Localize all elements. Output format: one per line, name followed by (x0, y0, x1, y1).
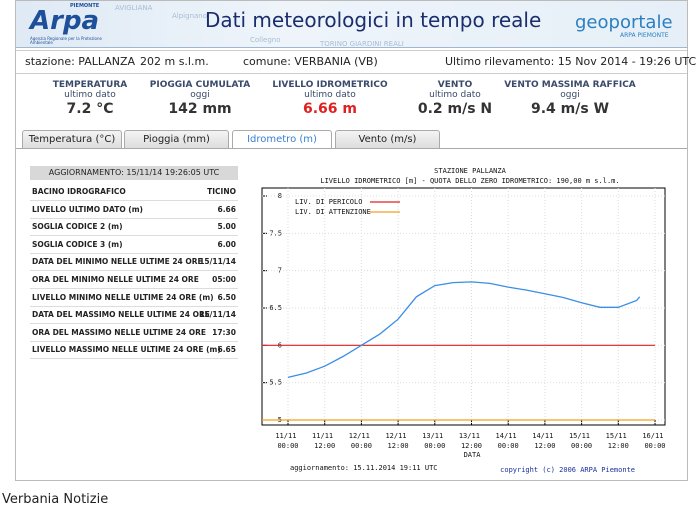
table-label: DATA DEL MINIMO NELLE ULTIME 24 ORE (32, 257, 203, 267)
reading-value: 7.2 °C (66, 101, 114, 117)
table-value: 17:30 (212, 327, 236, 337)
station-altitude: 202 m s.l.m. (140, 55, 209, 68)
map-label: Alpignano (172, 12, 208, 20)
header-title: Dati meteorologici in tempo reale (205, 8, 542, 32)
x-tick-label: 13/11 12:00 (459, 432, 484, 450)
table-row (30, 306, 238, 325)
reading-period: ultimo dato (304, 90, 356, 100)
table-label: ORA DEL MASSIMO NELLE ULTIME 24 ORE (32, 327, 207, 337)
y-tick-label: 8 (278, 192, 282, 200)
x-tick-label: 15/11 00:00 (569, 432, 594, 450)
chart-subtitle: LIVELLO IDROMETRICO [m] - QUOTA DELLO ZE… (320, 177, 619, 185)
table-label: LIVELLO MASSIMO NELLE ULTIME 24 ORE (m) (32, 345, 221, 355)
table-row (30, 289, 238, 307)
logo: Arpa (30, 6, 100, 36)
table-label: SOGLIA CODICE 3 (m) (32, 239, 123, 249)
table-value: TICINO (207, 187, 236, 196)
y-tick-label: 7 (278, 267, 282, 275)
x-axis-label: DATA (464, 451, 482, 459)
x-tick-label: 16/11 00:00 (642, 432, 667, 450)
annotation: aggiornamento: 15.11.2014 19:11 UTC (290, 464, 438, 472)
reading-value: 9.4 m/s W (530, 101, 610, 117)
logo-subtitle: Agenzia Regionale per la Protezione Ambi… (30, 36, 102, 45)
brand: geoportale (575, 12, 673, 33)
reading-label: TEMPERATURA (52, 80, 128, 90)
table-value: 15/11/14 (199, 310, 236, 320)
reading-label: PIOGGIA CUMULATA (149, 80, 251, 90)
table-row (30, 253, 238, 272)
x-tick-label: 11/11 12:00 (312, 432, 337, 450)
x-tick-label: 12/11 00:00 (349, 432, 374, 450)
table-value: 5.00 (217, 222, 236, 232)
table-label: LIVELLO MINIMO NELLE ULTIME 24 ORE (m) (32, 292, 214, 302)
legend-label: LIV. DI PERICOLO (295, 198, 362, 206)
frame (15, 0, 688, 481)
y-tick-label: 7.5 (269, 229, 282, 237)
tab[interactable]: Vento (m/s) (335, 130, 440, 148)
reading-period: oggi (560, 90, 580, 100)
table-value: 6.65 (217, 345, 236, 355)
y-tick-label: 5.5 (269, 379, 282, 387)
x-tick-label: 14/11 00:00 (496, 432, 521, 450)
x-tick-label: 13/11 00:00 (422, 432, 447, 450)
x-tick-label: 11/11 00:00 (275, 432, 300, 450)
plot-frame (261, 187, 666, 426)
tab[interactable]: Idrometro (m) (232, 130, 332, 148)
station-comune: comune: VERBANIA (VB) (243, 55, 378, 68)
table-value: 6.66 (217, 204, 236, 214)
reading-value: 142 mm (168, 101, 232, 117)
x-tick-label: 15/11 12:00 (606, 432, 631, 450)
table-value: 15/11/14 (199, 257, 236, 267)
x-tick-label: 12/11 12:00 (385, 432, 410, 450)
table-row (30, 271, 238, 289)
station-name: stazione: PALLANZA (25, 55, 136, 68)
last-reading: Ultimo rilevamento: 15 Nov 2014 - 19:26 … (445, 55, 697, 68)
table-label: SOGLIA CODICE 2 (m) (32, 222, 123, 232)
x-tick-label: 14/11 12:00 (532, 432, 557, 450)
header (16, 1, 687, 48)
table-row (30, 201, 238, 219)
annotation: copyright (c) 2006 ARPA Piemonte (500, 466, 635, 474)
y-tick-label: 6.5 (269, 304, 282, 312)
content-panel (16, 148, 687, 482)
legend-label: LIV. DI ATTENZIONE (295, 208, 371, 216)
chart: STAZIONE PALLANZA LIVELLO IDROMETRICO [m]… (261, 167, 668, 474)
table-row (30, 341, 238, 360)
reading-label: VENTO MASSIMA RAFFICA (504, 80, 636, 90)
reading-label: VENTO (437, 80, 473, 90)
reading-value: 6.66 m (302, 101, 357, 117)
tab[interactable]: Temperatura (°C) (22, 130, 122, 148)
caption: Verbania Notizie (2, 492, 109, 507)
map-label: TORINO GIARDINI REALI (320, 40, 404, 48)
map-label: AVIGLIANA (115, 4, 153, 12)
brand-subtitle: ARPA PIEMONTE (620, 32, 669, 39)
table-label: ORA DEL MINIMO NELLE ULTIME 24 ORE (32, 275, 199, 284)
map-label: Collegno (250, 36, 281, 44)
table-label: BACINO IDROGRAFICO (32, 187, 126, 196)
table-value: 6.50 (217, 292, 236, 302)
reading-period: oggi (190, 90, 210, 100)
reading-period: ultimo dato (429, 90, 481, 100)
logo-region: PIEMONTE (70, 3, 100, 9)
table-row (30, 236, 238, 254)
reading-value: 0.2 m/s N (417, 101, 493, 117)
data-line (287, 281, 641, 379)
table-value: 6.00 (217, 239, 236, 249)
table-value: 05:00 (212, 275, 236, 284)
table-row (30, 324, 238, 342)
table-header: AGGIORNAMENTO: 15/11/14 19:26:05 UTC (30, 166, 238, 180)
table-row (30, 183, 238, 201)
reading-label: LIVELLO IDROMETRICO (272, 80, 388, 90)
table-label: DATA DEL MASSIMO NELLE ULTIME 24 ORE (32, 310, 210, 320)
table-row (30, 218, 238, 237)
reading-period: ultimo dato (64, 90, 116, 100)
chart-title: STAZIONE PALLANZA (434, 167, 506, 175)
table-label: LIVELLO ULTIMO DATO (m) (32, 204, 143, 214)
tab[interactable]: Pioggia (mm) (124, 130, 229, 148)
station-bar (16, 50, 687, 74)
